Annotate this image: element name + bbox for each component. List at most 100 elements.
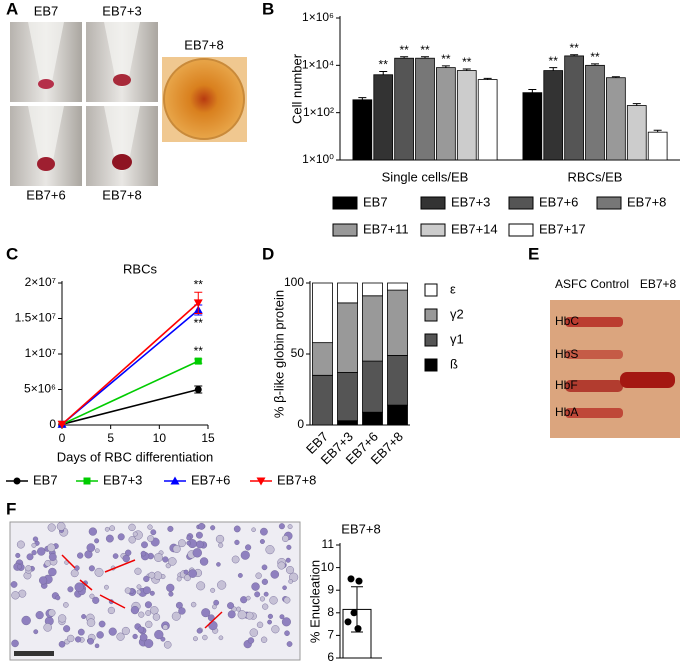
y-tick-label: 1×10⁴ (302, 58, 334, 72)
bar-segment (337, 420, 358, 426)
photo-label: EB7+6 (26, 187, 65, 202)
bar (373, 74, 394, 161)
legend-label: EB7+8 (627, 194, 666, 209)
cell (282, 535, 289, 542)
cell (144, 601, 152, 609)
line (61, 302, 199, 425)
error-bar (570, 54, 579, 56)
cell (263, 591, 269, 597)
bar (394, 57, 414, 161)
cell (39, 576, 48, 585)
x-tick-label: Single cells/EB (382, 169, 469, 184)
cell (104, 584, 109, 590)
cell (178, 607, 186, 615)
x-axis-label: Days of RBC differentiation (57, 449, 214, 464)
cell (231, 555, 240, 564)
x-tick-label: 15 (201, 431, 215, 445)
cell (251, 527, 256, 533)
arrow (99, 594, 126, 609)
legend-swatch (424, 333, 438, 347)
cell (186, 540, 191, 546)
cell (178, 539, 186, 548)
cell (240, 550, 250, 560)
cell (285, 557, 291, 563)
cell (56, 522, 66, 531)
y-tick-label: 5×10⁶ (24, 382, 56, 396)
cell (130, 605, 140, 615)
legend-marker (170, 476, 180, 485)
arrow (79, 579, 93, 591)
line (61, 309, 199, 425)
legend-label: EB7+6 (539, 194, 578, 209)
cell (249, 628, 259, 637)
gel-image (550, 300, 680, 438)
cell (105, 534, 114, 543)
y-tick-label: 7 (327, 628, 334, 642)
line (61, 388, 199, 426)
cell (162, 624, 169, 631)
cell (15, 552, 21, 558)
y-tick-label: 9 (327, 582, 334, 596)
cell (58, 640, 66, 648)
legend-label: EB7+8 (277, 472, 316, 487)
cell (128, 536, 136, 544)
cell (26, 553, 34, 561)
legend-label: EB7+17 (539, 221, 586, 236)
significance: ** (462, 55, 472, 69)
cell (124, 587, 131, 594)
cell (286, 641, 293, 647)
band-label: HbC (555, 314, 579, 328)
cell (136, 589, 142, 595)
band-label: HbF (555, 378, 578, 392)
cell (210, 587, 216, 593)
significance: ** (549, 54, 559, 68)
error-bar (653, 129, 662, 133)
cell (31, 550, 37, 556)
cell (261, 564, 268, 571)
arrow (104, 559, 136, 573)
y-tick-label: 1×10² (303, 105, 334, 119)
bar-segment (312, 342, 333, 376)
cell (86, 618, 96, 627)
cell (199, 557, 209, 566)
cell (145, 620, 153, 629)
cell (215, 534, 225, 544)
panel-letter: F (6, 499, 16, 518)
cell (104, 526, 110, 532)
cell (171, 611, 181, 621)
x-tick-label: RBCs/EB (568, 169, 623, 184)
y-tick-label: 8 (327, 605, 334, 619)
cell (107, 606, 115, 615)
cell (89, 593, 95, 599)
cell (207, 614, 215, 622)
cell (47, 523, 56, 532)
y-tick-label: 11 (322, 537, 335, 551)
marker (194, 357, 202, 365)
cell (259, 596, 265, 602)
cell (247, 637, 255, 644)
cell (265, 545, 275, 555)
bar (436, 67, 456, 161)
cell (162, 556, 169, 563)
legend-marker (83, 477, 91, 485)
bar-segment (387, 355, 408, 406)
cell (88, 565, 95, 572)
cell (196, 581, 206, 591)
bar (606, 77, 626, 161)
error-bar (351, 586, 363, 633)
cell (108, 627, 117, 636)
legend-swatch (424, 308, 438, 322)
cell (251, 582, 260, 591)
cell (32, 536, 39, 542)
cell (109, 525, 116, 532)
cell (77, 628, 85, 636)
cell (48, 553, 57, 561)
error-bar (400, 56, 409, 59)
cell (48, 609, 56, 617)
cell (168, 557, 177, 566)
chart-title: EB7+8 (341, 521, 380, 536)
legend-swatch (508, 223, 534, 237)
error-bar (358, 97, 367, 100)
bar (543, 70, 564, 161)
point (355, 577, 363, 585)
